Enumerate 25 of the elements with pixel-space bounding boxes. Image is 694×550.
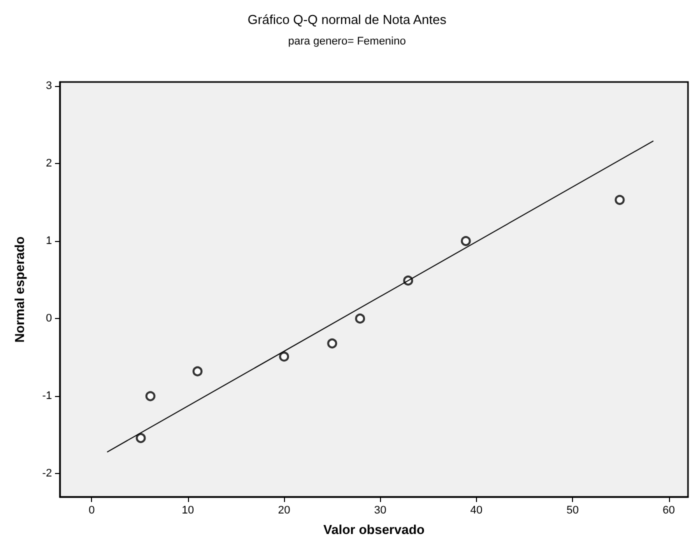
chart-subtitle: para genero= Femenino [288, 36, 406, 48]
point [279, 352, 290, 362]
point [145, 391, 156, 402]
chart-title: Gráfico Q-Q normal de Nota Antes [248, 12, 447, 27]
point [614, 194, 625, 205]
x-tick-label: 40 [470, 504, 483, 516]
point [355, 314, 366, 324]
y-axis-title: Normal esperado [12, 236, 27, 343]
y-tick-label: 2 [46, 157, 52, 170]
point [327, 338, 338, 348]
y-tick-label: 1 [46, 235, 52, 248]
y-tick-label: -1 [42, 390, 52, 402]
point [460, 236, 471, 246]
x-axis-title: Valor observado [323, 522, 425, 537]
x-tick-label: 10 [182, 504, 194, 516]
y-tick-label: 3 [46, 80, 52, 92]
y-tick-label: 0 [46, 312, 52, 325]
x-tick-label: 0 [88, 504, 95, 516]
point [192, 366, 203, 376]
x-tick-label: 20 [278, 504, 290, 516]
x-tick-label: 60 [662, 504, 675, 516]
x-tick-label: 30 [374, 504, 386, 516]
x-tick-label: 50 [566, 504, 579, 516]
point [136, 433, 146, 444]
y-tick-label: -2 [42, 468, 52, 480]
